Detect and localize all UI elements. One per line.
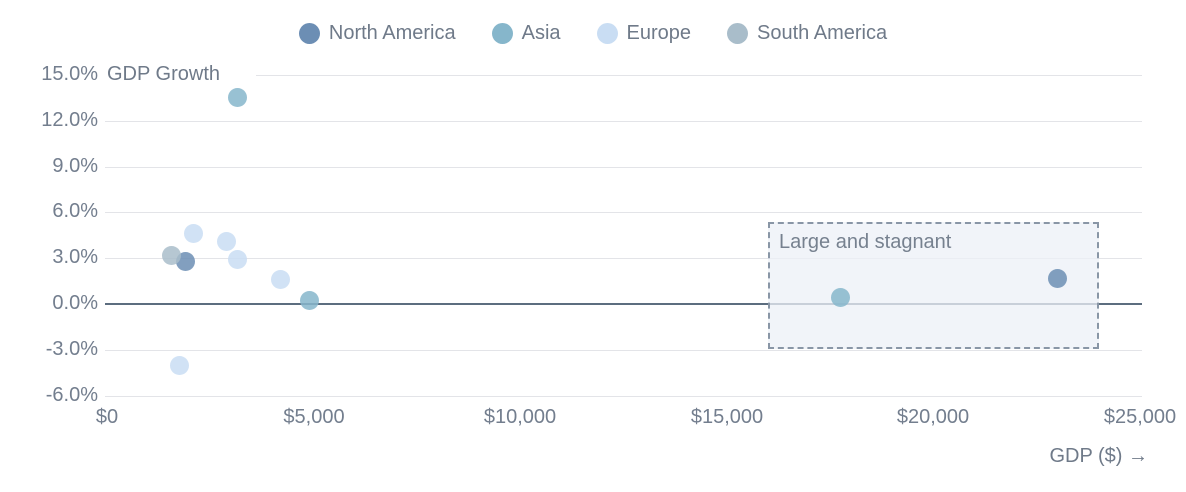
data-point-asia[interactable]: [227, 88, 247, 108]
x-tick-label: $15,000: [690, 406, 764, 428]
y-axis-title: GDP Growth: [107, 63, 220, 85]
data-point-europe[interactable]: [227, 250, 247, 270]
x-tick-label: $5,000: [283, 406, 345, 428]
legend-swatch-icon: [491, 23, 513, 44]
legend-swatch-icon: [596, 23, 618, 44]
y-gridline: [105, 212, 1142, 213]
data-point-north-america[interactable]: [1047, 268, 1067, 288]
data-point-europe[interactable]: [271, 270, 291, 290]
data-point-europe[interactable]: [169, 355, 189, 375]
data-point-asia[interactable]: [299, 291, 319, 311]
y-tick-label: 0.0%: [52, 292, 98, 314]
y-gridline: [105, 258, 1142, 259]
x-axis-title: GDP ($) →: [1049, 445, 1148, 467]
legend-item-label: North America: [328, 22, 456, 44]
x-tick-label: $10,000: [483, 406, 557, 428]
y-tick-label: 6.0%: [52, 200, 98, 223]
data-point-europe[interactable]: [184, 224, 204, 244]
legend-item-europe[interactable]: Europe: [596, 22, 692, 45]
y-gridline: [256, 75, 1142, 76]
legend-item-north-america[interactable]: North America: [298, 22, 456, 45]
y-tick-label: -3.0%: [45, 337, 98, 360]
x-tick-label: $20,000: [896, 406, 970, 428]
y-gridline: [105, 396, 1142, 397]
y-tick-label: -6.0%: [45, 383, 98, 406]
annotation-box: Large and stagnant: [768, 222, 1099, 349]
legend-item-south-america[interactable]: South America: [727, 22, 887, 45]
x-tick-label: $0: [95, 406, 119, 428]
legend-swatch-icon: [727, 23, 749, 44]
legend-swatch-icon: [298, 23, 320, 44]
y-gridline: [105, 121, 1142, 122]
data-point-north-america[interactable]: [176, 251, 195, 271]
data-point-asia[interactable]: [830, 288, 850, 308]
data-point-south-america[interactable]: [161, 245, 181, 265]
legend-item-label: Asia: [521, 22, 561, 44]
annotation-label: Large and stagnant: [779, 231, 952, 253]
data-point-europe[interactable]: [217, 231, 237, 251]
y-tick-label: 12.0%: [41, 108, 98, 131]
chart-legend: North America Asia Europe South America: [0, 22, 1186, 45]
y-tick-label: 3.0%: [52, 246, 98, 269]
legend-item-label: South America: [757, 22, 888, 44]
x-tick-label: $25,000: [1103, 406, 1177, 428]
y-tick-label: 15.0%: [41, 63, 98, 85]
y-tick-label: 9.0%: [52, 154, 98, 177]
y-gridline: [105, 167, 1142, 168]
zero-line: [105, 303, 1142, 305]
y-gridline: [105, 350, 1142, 351]
legend-item-label: Europe: [626, 22, 692, 44]
legend-item-asia[interactable]: Asia: [491, 22, 561, 45]
